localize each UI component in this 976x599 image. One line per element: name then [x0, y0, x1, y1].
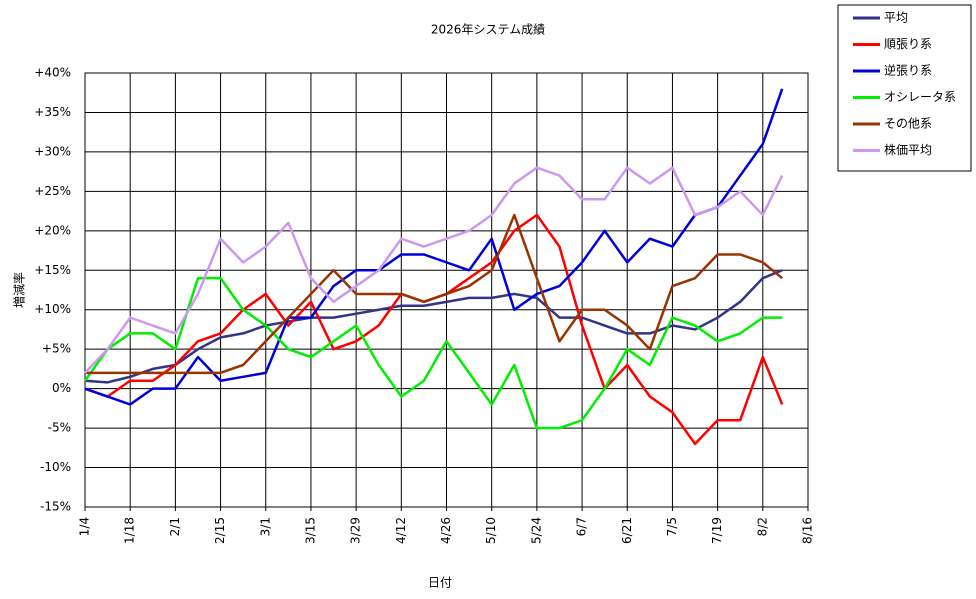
x-tick-label: 6/21	[620, 517, 634, 544]
y-tick-label: +10%	[34, 302, 71, 316]
y-tick-label: +5%	[42, 342, 71, 356]
y-tick-label: +25%	[34, 184, 71, 198]
x-tick-label: 5/24	[529, 517, 543, 544]
x-tick-label: 7/19	[710, 517, 724, 544]
x-tick-label: 2/15	[213, 517, 227, 544]
y-tick-label: 0%	[52, 381, 71, 395]
y-tick-label: +35%	[34, 105, 71, 119]
series-line	[84, 88, 784, 406]
x-tick-label: 6/7	[575, 517, 589, 536]
x-tick-label: 5/10	[484, 517, 498, 544]
x-tick-label: 8/16	[801, 517, 815, 544]
x-tick-label: 1/4	[78, 517, 92, 536]
legend-label: その他系	[884, 117, 932, 131]
x-tick-label: 2/1	[168, 517, 182, 536]
y-axis-label: 増減率	[12, 272, 27, 308]
y-tick-label: -10%	[40, 460, 71, 474]
legend-label: 逆張り系	[884, 63, 932, 78]
x-tick-label: 8/2	[755, 517, 769, 536]
legend-label: 順張り系	[884, 37, 932, 51]
x-tick-label: 4/12	[394, 517, 408, 544]
y-tick-label: +15%	[34, 263, 71, 277]
y-tick-label: -15%	[40, 500, 71, 514]
series-line	[85, 213, 783, 375]
x-tick-label: 3/29	[349, 517, 363, 544]
y-tick-label: +30%	[34, 144, 71, 158]
chart-title: 2026年システム成績	[431, 23, 545, 37]
y-tick-label: +20%	[34, 223, 71, 237]
x-axis-label: 日付	[428, 576, 452, 590]
x-tick-label: 3/15	[303, 517, 317, 544]
x-tick-label: 3/1	[258, 517, 272, 536]
legend-box	[837, 4, 972, 172]
y-tick-label: +40%	[34, 66, 71, 80]
x-tick-label: 4/26	[439, 517, 453, 544]
legend-label: オシレータ系	[884, 90, 956, 104]
legend-label: 平均	[884, 11, 908, 25]
x-tick-label: 7/5	[665, 517, 679, 536]
y-tick-label: -5%	[48, 421, 71, 435]
series-line	[83, 276, 783, 430]
series-line	[84, 166, 784, 374]
legend-label: 株価平均	[884, 142, 932, 157]
x-tick-label: 1/18	[123, 517, 137, 544]
